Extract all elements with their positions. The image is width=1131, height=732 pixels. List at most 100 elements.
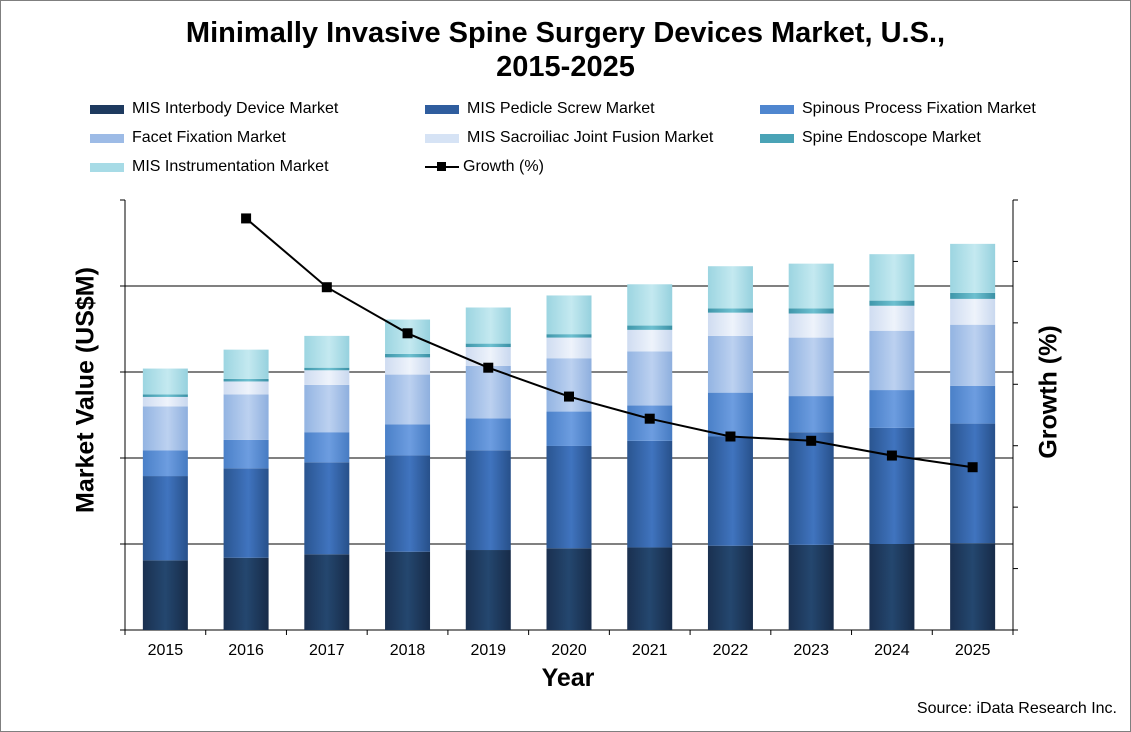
legend-item-sacroiliac: MIS Sacroiliac Joint Fusion Market — [425, 126, 713, 150]
bar-segment — [950, 243, 996, 293]
x-tick-label: 2021 — [632, 642, 668, 659]
bar-segment — [304, 554, 350, 630]
growth-point — [967, 462, 978, 473]
bar-segment — [950, 298, 996, 325]
bar-segment — [385, 455, 431, 552]
bar-segment — [869, 254, 915, 301]
legend-item-pedicle-screw: MIS Pedicle Screw Market — [425, 97, 655, 121]
bar-segment — [304, 367, 350, 371]
legend-label: MIS Instrumentation Market — [132, 158, 329, 175]
legend-label: Growth (%) — [463, 158, 544, 175]
growth-point — [644, 413, 655, 424]
bar-segment — [465, 307, 511, 344]
legend-label: MIS Interbody Device Market — [132, 100, 339, 117]
legend-item-instrumentation: MIS Instrumentation Market — [90, 155, 329, 179]
bar-segment — [869, 427, 915, 544]
x-tick-label: 2015 — [148, 642, 184, 659]
bar-segment — [385, 424, 431, 456]
bar-segment — [707, 312, 753, 336]
growth-point — [402, 328, 413, 339]
legend-swatch — [760, 133, 794, 143]
legend-item-interbody: MIS Interbody Device Market — [90, 97, 338, 121]
bar-segment — [223, 378, 269, 382]
growth-point — [725, 431, 736, 442]
x-tick-label: 2022 — [713, 642, 749, 659]
bar-segment — [142, 450, 188, 477]
growth-point — [483, 362, 494, 373]
bar-segment — [707, 266, 753, 309]
bar-segment — [788, 544, 834, 630]
bar-segment — [465, 450, 511, 551]
bar-segment — [385, 353, 431, 358]
bar-segment — [869, 300, 915, 306]
bar-segment — [546, 337, 592, 359]
bar-segment — [788, 432, 834, 545]
bar-segment — [788, 337, 834, 397]
legend-swatch — [90, 104, 124, 114]
growth-line — [241, 213, 978, 473]
legend-label: Spinous Process Fixation Market — [802, 100, 1036, 117]
bar-segment — [788, 313, 834, 338]
x-tick-label: 2016 — [228, 642, 264, 659]
bar-segment — [465, 418, 511, 451]
bar-segment — [950, 543, 996, 630]
growth-point — [886, 450, 897, 461]
legend-label: Spine Endoscope Market — [802, 129, 981, 146]
x-tick-label: 2023 — [793, 642, 829, 659]
bar-segment — [546, 411, 592, 446]
growth-point — [321, 282, 332, 293]
bar-segment — [465, 365, 511, 419]
x-tick-label: 2024 — [874, 642, 910, 659]
chart-title-line-1: Minimally Invasive Spine Surgery Devices… — [185, 17, 946, 49]
bar-segment — [223, 439, 269, 469]
legend-swatch — [90, 162, 124, 172]
bar-segment — [707, 436, 753, 546]
bar-segment — [707, 308, 753, 313]
bar-segment — [304, 335, 350, 368]
bar-segment — [546, 295, 592, 335]
x-tick-label: 2019 — [470, 642, 506, 659]
bar-segment — [223, 349, 269, 379]
bar-segment — [546, 358, 592, 412]
bar-segment — [465, 347, 511, 366]
legend-label: MIS Sacroiliac Joint Fusion Market — [467, 129, 714, 146]
bar-segment — [869, 305, 915, 331]
bar-segment — [627, 351, 673, 406]
legend-swatch — [90, 133, 124, 143]
bar-segment — [707, 392, 753, 437]
bar-segment — [950, 423, 996, 544]
bar-segment — [546, 445, 592, 549]
bars — [142, 243, 996, 630]
source-note: Source: iData Research Inc. — [916, 700, 1117, 717]
bar-segment — [627, 329, 673, 352]
bar-segment — [304, 462, 350, 555]
bar-segment — [546, 334, 592, 338]
x-tick-label: 2020 — [551, 642, 587, 659]
bar-segment — [142, 394, 188, 397]
legend-item-spinous-process: Spinous Process Fixation Market — [760, 97, 1036, 121]
bar-segment — [950, 292, 996, 299]
bar-segment — [869, 330, 915, 391]
growth-point — [806, 435, 817, 446]
growth-point — [564, 391, 574, 402]
y2-axis-title: Growth (%) — [1034, 325, 1063, 459]
bar-segment — [707, 545, 753, 630]
bar-segment — [223, 381, 269, 395]
bar-segment — [223, 468, 269, 558]
legend-item-growth: Growth (%) — [425, 155, 544, 179]
bar-segment — [385, 357, 431, 375]
bar-segment — [869, 390, 915, 428]
growth-point — [241, 213, 252, 224]
legend-swatch — [760, 104, 794, 114]
legend-item-facet-fixation: Facet Fixation Market — [90, 126, 286, 150]
bar-segment — [142, 396, 188, 407]
bar-segment — [385, 551, 431, 630]
chart-title: Minimally Invasive Spine Surgery Devices… — [0, 16, 1131, 84]
bar-segment — [950, 324, 996, 386]
x-tick-label: 2018 — [390, 642, 426, 659]
bar-segment — [546, 548, 592, 630]
chart-title-line-2: 2015-2025 — [496, 51, 635, 83]
growth-line-path — [245, 217, 973, 469]
bar-segment — [142, 476, 188, 561]
